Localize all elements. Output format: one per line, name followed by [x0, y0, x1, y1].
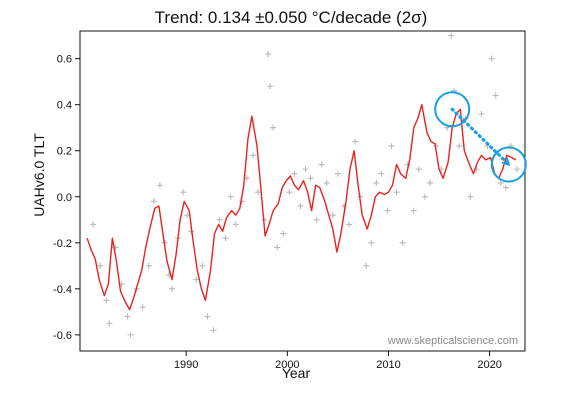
- monthly-point: [399, 239, 406, 246]
- y-tick-label: -0.2: [53, 238, 72, 250]
- monthly-point: [393, 189, 400, 196]
- y-tick-label: 0.0: [57, 192, 72, 204]
- monthly-point: [513, 166, 520, 173]
- monthly-point: [280, 230, 287, 237]
- monthly-point: [150, 198, 157, 205]
- plot-area: [79, 30, 526, 352]
- monthly-point: [297, 202, 304, 209]
- monthly-point: [352, 138, 359, 145]
- monthly-point: [169, 285, 176, 292]
- monthly-point: [227, 193, 234, 200]
- monthly-point: [492, 92, 499, 99]
- monthly-point: [478, 110, 485, 117]
- monthly-point: [270, 124, 277, 131]
- x-tick-label: 2020: [477, 359, 501, 371]
- monthly-point: [323, 179, 330, 186]
- decline-arrow-line: [450, 107, 511, 167]
- monthly-point: [193, 276, 200, 283]
- y-tick-label: 0.2: [57, 146, 72, 158]
- monthly-point: [255, 189, 261, 196]
- monthly-point: [456, 143, 463, 150]
- monthly-point: [334, 170, 341, 177]
- monthly-point: [378, 170, 385, 177]
- monthly-point: [139, 304, 146, 311]
- monthly-point: [363, 262, 370, 269]
- y-tick-label: -0.4: [53, 284, 72, 296]
- monthly-point: [302, 166, 309, 173]
- monthly-point: [421, 193, 428, 200]
- monthly-point: [274, 244, 281, 251]
- axis-ticks: -0.6 -0.4 -0.2 0.0 0.2 0.4 0.6 1990 2000 2010 2020: [53, 54, 502, 371]
- y-tick-label: 0.4: [57, 100, 72, 112]
- x-tick-label: 1990: [174, 359, 198, 371]
- plot-frame: [79, 30, 526, 352]
- monthly-point: [346, 221, 353, 228]
- monthly-point: [291, 170, 298, 177]
- monthly-point: [106, 320, 113, 327]
- monthly-point: [267, 83, 274, 90]
- monthly-point: [216, 216, 223, 223]
- monthly-point: [156, 182, 163, 189]
- monthly-point: [426, 179, 433, 186]
- monthly-point: [265, 51, 272, 58]
- smoothed-line-layer: [86, 104, 517, 311]
- monthly-point: [232, 221, 239, 228]
- monthly-point: [313, 216, 320, 223]
- highlight-circle: [490, 146, 527, 183]
- y-axis-label: UAHv6.0 TLT: [31, 133, 47, 217]
- monthly-point: [124, 313, 131, 320]
- monthly-point: [97, 262, 104, 269]
- x-tick-label: 2010: [376, 359, 400, 371]
- monthly-point: [497, 179, 504, 186]
- decline-arrow-head: [501, 157, 511, 166]
- monthly-point: [127, 331, 134, 338]
- credit-text: www.skepticalscience.com: [387, 335, 518, 347]
- monthly-point: [307, 175, 314, 182]
- monthly-point: [488, 55, 495, 62]
- chart-title: Trend: 0.134 ±0.050 °C/decade (2σ): [155, 8, 428, 27]
- monthly-point: [467, 193, 474, 200]
- monthly-point: [90, 221, 97, 228]
- monthly-point: [222, 235, 229, 242]
- monthly-point: [318, 161, 325, 168]
- monthly-point: [204, 313, 211, 320]
- monthly-point: [373, 179, 380, 186]
- monthly-point: [180, 189, 187, 196]
- monthly-point: [384, 207, 391, 214]
- monthly-point: [103, 297, 110, 304]
- monthly-point: [415, 166, 422, 173]
- monthly-point: [448, 32, 455, 39]
- monthly-point: [329, 212, 336, 219]
- monthly-point: [249, 152, 256, 159]
- annotation-layer: [434, 91, 527, 183]
- x-tick-label: 2000: [275, 359, 299, 371]
- monthly-points-layer: [90, 32, 520, 338]
- monthly-point: [502, 184, 509, 191]
- y-tick-label: -0.6: [53, 330, 72, 342]
- monthly-point: [286, 189, 293, 196]
- y-tick-label: 0.6: [57, 54, 72, 66]
- monthly-point: [388, 143, 395, 150]
- monthly-point: [199, 262, 206, 269]
- highlight-circle: [434, 91, 471, 128]
- x-axis-label: Year: [282, 365, 311, 381]
- monthly-point: [410, 207, 417, 214]
- monthly-point: [368, 239, 375, 246]
- monthly-point: [210, 327, 217, 334]
- monthly-point: [145, 262, 152, 269]
- smoothed-series-line: [86, 104, 517, 311]
